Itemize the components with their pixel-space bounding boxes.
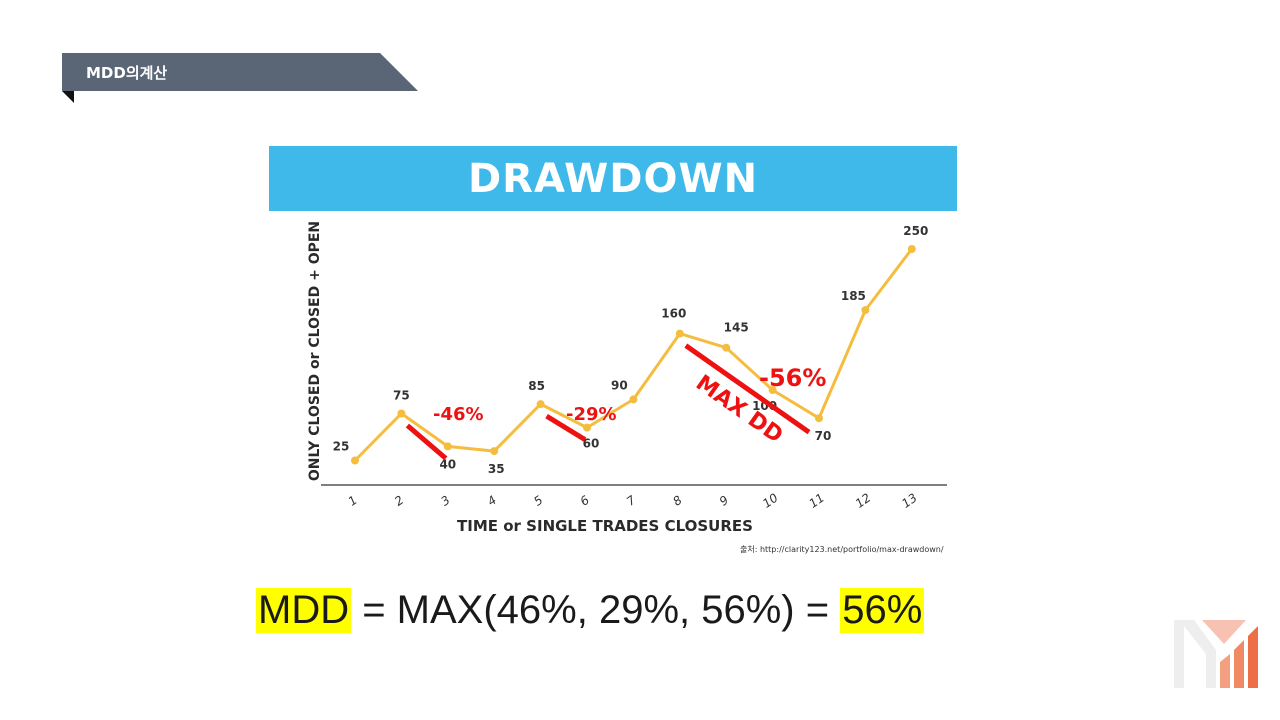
section-title: MDD의계산 [86, 64, 168, 82]
max-drawdown-marker [684, 343, 811, 435]
data-point [815, 414, 823, 423]
data-label: 160 [661, 307, 686, 321]
data-label: 75 [393, 389, 410, 403]
data-point [861, 306, 870, 315]
tab-fold [62, 91, 74, 103]
data-label: 85 [528, 379, 545, 393]
chart-title: DRAWDOWN [467, 155, 759, 202]
data-point [675, 329, 684, 338]
data-label: 60 [583, 437, 600, 451]
data-label: 250 [903, 224, 928, 238]
drawdown-marker [545, 413, 587, 442]
data-point [397, 409, 406, 418]
data-point [490, 447, 499, 456]
data-label: 145 [724, 321, 749, 335]
data-point [583, 423, 591, 432]
brand-logo [1174, 620, 1258, 688]
x-tick-label: 5 [531, 493, 545, 509]
x-tick-label: 3 [438, 493, 452, 509]
data-point [351, 456, 359, 465]
tab-fill [62, 53, 418, 91]
data-label: 70 [815, 429, 832, 443]
source-note: 출처: http://clarity123.net/portfolio/max-… [740, 545, 944, 554]
x-tick-label: 12 [853, 491, 874, 511]
drawdown-label: -29% [566, 404, 617, 425]
data-point [629, 395, 638, 404]
data-point [536, 400, 545, 409]
x-tick-label: 9 [717, 493, 731, 509]
formula-lhs: MDD [256, 587, 352, 633]
data-label: 40 [439, 457, 456, 471]
x-tick-label: 4 [485, 493, 499, 509]
formula-result: 56% [840, 587, 925, 633]
chart-title-banner: DRAWDOWN [269, 146, 957, 211]
data-label: 25 [333, 440, 350, 454]
data-label: 90 [611, 378, 628, 392]
x-axis-title: TIME or SINGLE TRADES CLOSURES [457, 517, 753, 535]
x-tick-label: 2 [392, 493, 406, 509]
data-point [768, 386, 777, 394]
x-tick-label: 7 [624, 493, 639, 509]
mdd-formula: MDD = MAX(46%, 29%, 56%) = 56% [256, 586, 1016, 634]
x-tick-label: 10 [760, 490, 781, 510]
drawdown-figure: DRAWDOWN 1 2 3 4 5 6 7 8 9 10 11 12 13 TIME or SINGLE… [269, 146, 957, 542]
drawdown-marker [405, 423, 448, 461]
data-label: 185 [841, 289, 866, 303]
data-label: 35 [488, 462, 505, 476]
x-tick-label: 1 [346, 493, 360, 509]
x-tick-label: 6 [578, 493, 593, 509]
x-tick-label: 13 [899, 491, 920, 511]
x-tick-label: 11 [806, 491, 827, 511]
formula-middle: = MAX(46%, 29%, 56%) = [351, 587, 841, 632]
section-tab: MDD의계산 [62, 53, 418, 103]
data-point [722, 343, 731, 352]
max-drawdown-label: -56% [759, 364, 826, 392]
data-point [443, 442, 452, 451]
section-tab-shape [62, 53, 418, 103]
data-point [907, 245, 916, 253]
y-axis-title: ONLY CLOSED or CLOSED + OPEN [307, 221, 323, 481]
x-tick-label: 8 [670, 493, 685, 509]
drawdown-label: -46% [433, 404, 484, 425]
